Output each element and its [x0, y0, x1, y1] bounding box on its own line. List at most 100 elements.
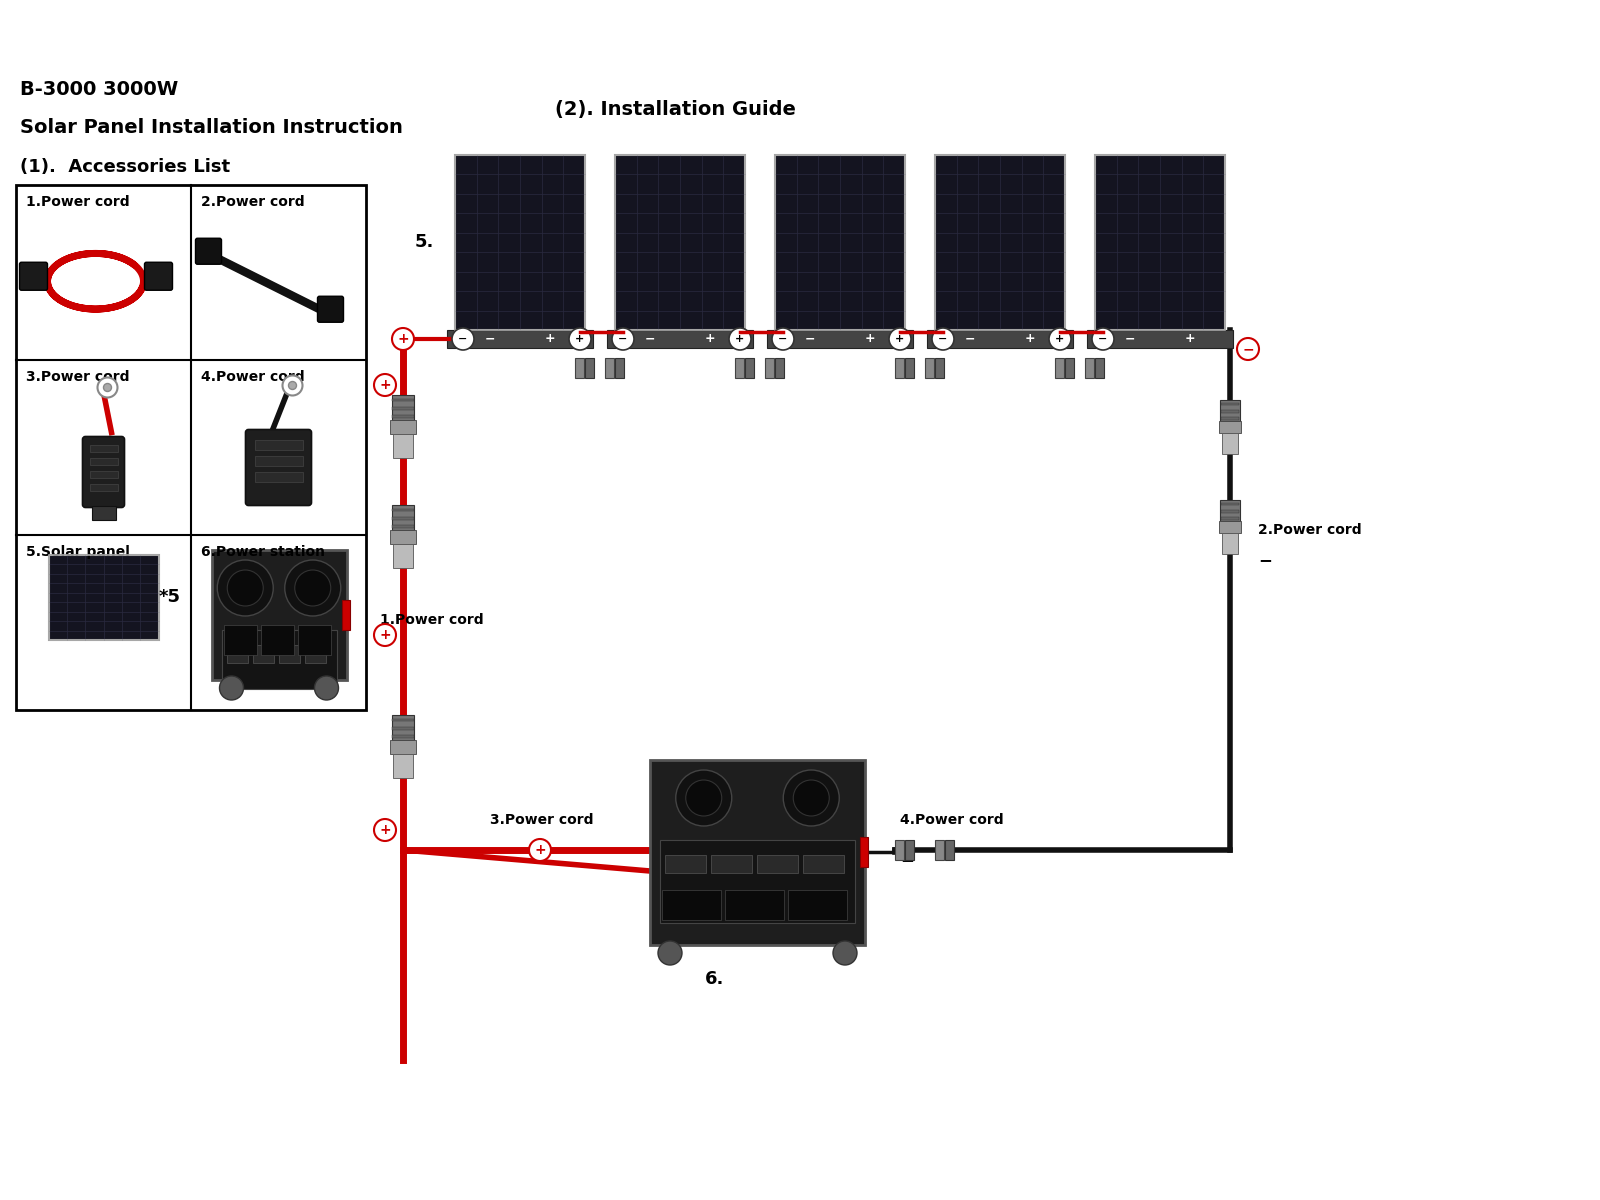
Bar — [392, 509, 414, 511]
Bar — [278, 646, 299, 662]
Text: +: + — [896, 334, 904, 344]
Bar — [614, 155, 746, 330]
Circle shape — [392, 328, 414, 350]
Circle shape — [104, 384, 112, 391]
Bar — [1221, 503, 1238, 505]
Text: 5.Solar panel: 5.Solar panel — [26, 545, 130, 559]
Circle shape — [374, 624, 397, 646]
Text: −: − — [1258, 551, 1272, 569]
Bar — [392, 505, 414, 529]
Bar — [1085, 358, 1094, 378]
Text: 4.Power cord: 4.Power cord — [899, 814, 1003, 827]
Bar — [710, 854, 752, 874]
Bar — [394, 544, 413, 568]
Bar — [1222, 533, 1238, 554]
Circle shape — [374, 818, 397, 841]
Bar — [861, 838, 867, 866]
Bar — [1221, 517, 1238, 520]
Bar — [1221, 418, 1238, 420]
Bar — [446, 330, 594, 348]
Bar — [90, 470, 117, 478]
Text: +: + — [704, 332, 715, 346]
Text: 1.Power cord: 1.Power cord — [26, 194, 130, 209]
Text: −: − — [805, 332, 816, 346]
Text: 1.Power cord: 1.Power cord — [381, 613, 483, 626]
FancyBboxPatch shape — [83, 437, 125, 508]
Bar — [934, 840, 944, 860]
Bar — [392, 395, 414, 420]
Text: −: − — [778, 334, 787, 344]
FancyBboxPatch shape — [144, 263, 173, 290]
Text: 5.: 5. — [414, 233, 434, 251]
Bar — [662, 890, 722, 920]
Bar — [586, 358, 594, 378]
Bar — [934, 358, 944, 378]
Bar — [746, 358, 754, 378]
Bar — [392, 407, 414, 409]
Circle shape — [288, 382, 296, 390]
Text: 6.Power station: 6.Power station — [202, 545, 325, 559]
Bar — [661, 840, 854, 923]
FancyBboxPatch shape — [195, 239, 221, 264]
Bar — [221, 630, 336, 689]
Bar — [390, 529, 416, 544]
Text: +: + — [736, 334, 744, 344]
Text: −: − — [618, 334, 627, 344]
Bar — [1221, 403, 1238, 406]
Bar — [765, 358, 774, 378]
FancyBboxPatch shape — [245, 430, 312, 505]
Bar — [906, 840, 914, 860]
Text: +: + — [379, 378, 390, 392]
Bar — [574, 358, 584, 378]
Bar — [1222, 433, 1238, 454]
Bar — [392, 736, 414, 738]
Bar — [766, 330, 914, 348]
Bar — [227, 646, 248, 662]
Bar — [1054, 358, 1064, 378]
Text: +: + — [864, 332, 875, 346]
Bar — [757, 854, 798, 874]
Circle shape — [931, 328, 954, 350]
Bar — [1066, 358, 1074, 378]
Bar — [725, 890, 784, 920]
Bar — [1219, 421, 1242, 433]
Bar — [392, 398, 414, 401]
Circle shape — [611, 328, 634, 350]
Circle shape — [227, 570, 264, 606]
Bar — [454, 155, 586, 330]
Text: (2). Installation Guide: (2). Installation Guide — [555, 100, 795, 119]
Bar — [253, 646, 274, 662]
Bar — [934, 155, 1066, 330]
Circle shape — [730, 328, 750, 350]
Bar — [91, 505, 115, 520]
Text: +: + — [544, 332, 555, 346]
Bar — [934, 155, 1066, 330]
Circle shape — [834, 941, 858, 965]
Bar — [48, 554, 158, 640]
Bar — [390, 739, 416, 754]
Text: +: + — [397, 332, 410, 346]
Bar — [1094, 358, 1104, 378]
Bar — [392, 719, 414, 721]
Bar — [774, 155, 906, 330]
Circle shape — [315, 676, 339, 700]
Bar — [894, 358, 904, 378]
Bar — [254, 456, 302, 466]
Text: B-3000 3000W: B-3000 3000W — [19, 80, 178, 98]
Bar — [614, 155, 746, 330]
Text: +: + — [1024, 332, 1035, 346]
Text: 2.Power cord: 2.Power cord — [202, 194, 304, 209]
Bar — [606, 330, 754, 348]
Text: −: − — [899, 851, 914, 869]
Bar — [666, 854, 706, 874]
Bar — [392, 415, 414, 418]
Bar — [298, 625, 331, 655]
Bar — [392, 715, 414, 739]
Bar — [1094, 155, 1226, 330]
Bar — [390, 420, 416, 433]
Text: 3.Power cord: 3.Power cord — [26, 370, 130, 384]
Bar — [394, 433, 413, 458]
Bar — [946, 840, 954, 860]
Bar — [392, 526, 414, 528]
Circle shape — [686, 780, 722, 816]
